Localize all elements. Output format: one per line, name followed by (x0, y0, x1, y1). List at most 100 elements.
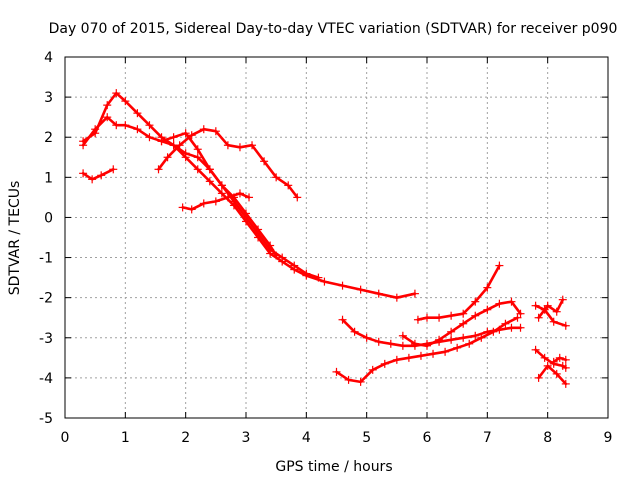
data-point (459, 333, 468, 342)
data-point (145, 121, 154, 130)
data-point (178, 203, 187, 212)
series-track-4 (154, 125, 302, 202)
data-point (356, 285, 365, 294)
x-tick-label: 4 (302, 430, 311, 446)
data-point (392, 355, 401, 364)
data-point (278, 253, 287, 262)
data-point (561, 355, 570, 364)
data-point (435, 335, 444, 344)
data-point (392, 293, 401, 302)
chart-title: Day 070 of 2015, Sidereal Day-to-day VTE… (49, 21, 618, 37)
y-tick-label: 2 (44, 130, 53, 146)
data-point (558, 295, 567, 304)
data-point (435, 313, 444, 322)
data-point (423, 313, 431, 322)
data-point (374, 337, 383, 346)
data-point (79, 169, 88, 178)
data-point (429, 349, 438, 358)
x-tick-label: 5 (362, 430, 371, 446)
data-point (501, 319, 510, 328)
data-point (410, 289, 419, 298)
data-point (187, 205, 196, 214)
series-track-10 (413, 261, 504, 324)
data-point (223, 193, 232, 202)
data-point (374, 289, 383, 298)
y-tick-label: 4 (44, 50, 53, 66)
series-track-5 (157, 129, 281, 260)
data-point (79, 137, 88, 146)
x-tick-label: 1 (121, 430, 130, 446)
plot-frame (64, 56, 609, 419)
data-point (398, 341, 407, 350)
y-tick-label: -1 (39, 251, 53, 267)
y-tick-label: 0 (44, 210, 53, 226)
data-point (266, 241, 275, 250)
data-point (97, 171, 106, 180)
data-point (260, 157, 269, 166)
y-tick-label: 3 (44, 90, 53, 106)
data-point (516, 323, 525, 332)
data-point (531, 345, 540, 354)
grid (65, 57, 608, 418)
data-point (235, 189, 244, 198)
data-point (549, 317, 558, 326)
data-point (441, 347, 450, 356)
data-point (344, 375, 353, 384)
data-point (163, 153, 172, 162)
data-point (543, 361, 552, 370)
x-tick-label: 7 (483, 430, 492, 446)
data-point (549, 357, 558, 366)
y-tick-label: -2 (39, 291, 53, 307)
x-tick-label: 3 (242, 430, 251, 446)
data-point (471, 331, 480, 340)
y-tick-label: -3 (39, 331, 53, 347)
data-point (193, 153, 202, 162)
data-point (235, 143, 244, 152)
data-point (157, 137, 166, 146)
data-point (356, 377, 365, 386)
data-point (459, 309, 468, 318)
data-point (187, 131, 196, 140)
data-point (217, 181, 226, 190)
data-point (205, 177, 214, 186)
data-point (495, 261, 504, 270)
data-point (398, 331, 407, 340)
data-point (169, 133, 178, 142)
data-point (338, 315, 347, 324)
data-point (471, 297, 480, 306)
data-point (133, 125, 142, 134)
data-point (272, 173, 281, 182)
data-point (362, 333, 371, 342)
series-track-14 (534, 361, 570, 388)
data-point (534, 373, 543, 382)
data-point (416, 351, 425, 360)
data-point (133, 109, 142, 118)
y-axis-title: SDTVAR / TECUs (7, 181, 23, 296)
data-point (380, 359, 389, 368)
data-point (483, 283, 492, 292)
series-track-1 (79, 113, 419, 302)
series-line (537, 298, 565, 319)
series-layer (79, 89, 570, 388)
series-line (81, 168, 115, 181)
data-point (459, 319, 468, 328)
data-point (248, 141, 257, 150)
data-point (91, 129, 100, 138)
data-point (254, 225, 263, 234)
data-point (302, 269, 311, 278)
data-point (112, 121, 121, 130)
data-point (145, 133, 154, 142)
data-point (217, 189, 226, 198)
data-point (513, 313, 522, 322)
data-point (489, 327, 498, 336)
data-point (423, 341, 431, 350)
data-point (453, 343, 462, 352)
x-tick-label: 9 (604, 430, 613, 446)
data-point (199, 125, 208, 134)
data-point (350, 327, 359, 336)
data-point (112, 89, 121, 98)
data-point (552, 369, 561, 378)
data-point (332, 367, 341, 376)
data-point (471, 311, 480, 320)
